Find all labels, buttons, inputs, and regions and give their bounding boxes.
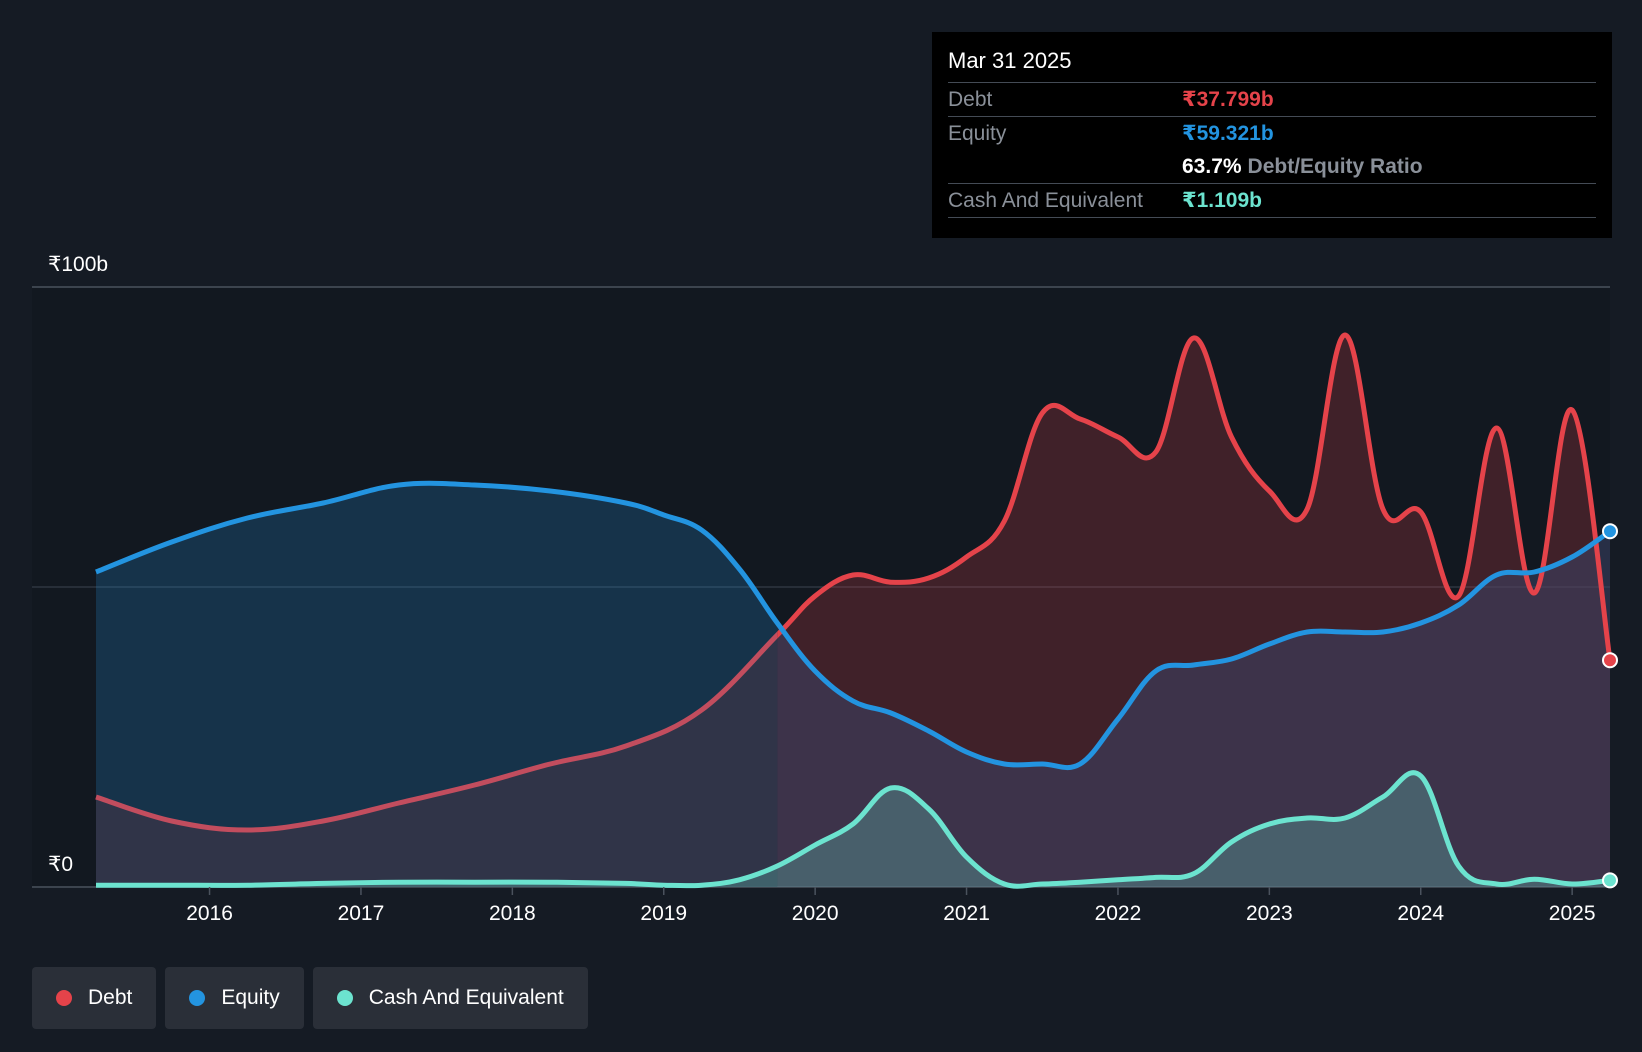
- x-tick-label: 2021: [943, 902, 990, 925]
- legend-item-equity[interactable]: Equity: [165, 967, 304, 1029]
- debt-end-marker: [1602, 652, 1618, 669]
- y-tick-label: ₹100b: [48, 253, 108, 276]
- tooltip-equity-label: Equity: [948, 121, 1007, 145]
- legend-item-cash[interactable]: Cash And Equivalent: [312, 967, 588, 1029]
- legend-cash-label: Cash And Equivalent: [368, 986, 564, 1009]
- tooltip-cash-row: Cash And Equivalent ₹1.109b: [948, 183, 1596, 218]
- x-tick-label: 2018: [489, 902, 536, 925]
- legend-item-debt[interactable]: Debt: [32, 967, 157, 1029]
- debt-line: [95, 631, 778, 833]
- x-tick-label: 2023: [1246, 902, 1293, 925]
- tooltip-debt-value: ₹37.799b: [1182, 88, 1274, 111]
- cash-end-marker: [1602, 872, 1618, 889]
- tooltip-ratio-value: 63.7%: [1182, 154, 1242, 178]
- tooltip-debt-label: Debt: [948, 87, 993, 111]
- legend-equity-dot-icon: [189, 990, 206, 1006]
- tooltip-cash-value: ₹1.109b: [1182, 189, 1262, 212]
- cash-line: [95, 770, 1611, 889]
- x-tick-label: 2019: [640, 902, 687, 925]
- cash-area: [96, 772, 1610, 887]
- tooltip: Mar 31 2025 Debt ₹37.799b Equity ₹59.321…: [932, 32, 1612, 238]
- equity-end-marker: [1602, 523, 1618, 540]
- x-tick-label: 2022: [1095, 902, 1142, 925]
- legend: Debt Equity Cash And Equivalent: [32, 967, 588, 1029]
- tooltip-cash-label: Cash And Equivalent: [948, 188, 1143, 212]
- tooltip-equity-value: ₹59.321b: [1182, 122, 1274, 145]
- x-tick-label: 2020: [792, 902, 839, 925]
- x-tick-label: 2024: [1397, 902, 1444, 925]
- tooltip-ratio-label: Debt/Equity Ratio: [1247, 154, 1423, 178]
- tooltip-debt-row: Debt ₹37.799b: [948, 82, 1596, 116]
- y-tick-label: ₹0: [48, 853, 73, 876]
- legend-cash-dot-icon: [336, 990, 353, 1006]
- tooltip-equity-row: Equity ₹59.321b: [948, 116, 1596, 150]
- tooltip-ratio-row: 63.7% Debt/Equity Ratio: [948, 150, 1596, 183]
- legend-equity-label: Equity: [221, 986, 280, 1009]
- legend-debt-label: Debt: [88, 986, 133, 1009]
- legend-debt-dot-icon: [56, 990, 72, 1006]
- x-tick-label: 2017: [338, 902, 385, 925]
- debt-area: [96, 635, 778, 887]
- equity-area: [777, 531, 1610, 887]
- tooltip-date: Mar 31 2025: [948, 48, 1072, 73]
- x-tick-label: 2016: [186, 902, 233, 925]
- debt-line: [777, 332, 1613, 661]
- equity-line: [95, 480, 1612, 771]
- x-tick-label: 2025: [1549, 902, 1596, 925]
